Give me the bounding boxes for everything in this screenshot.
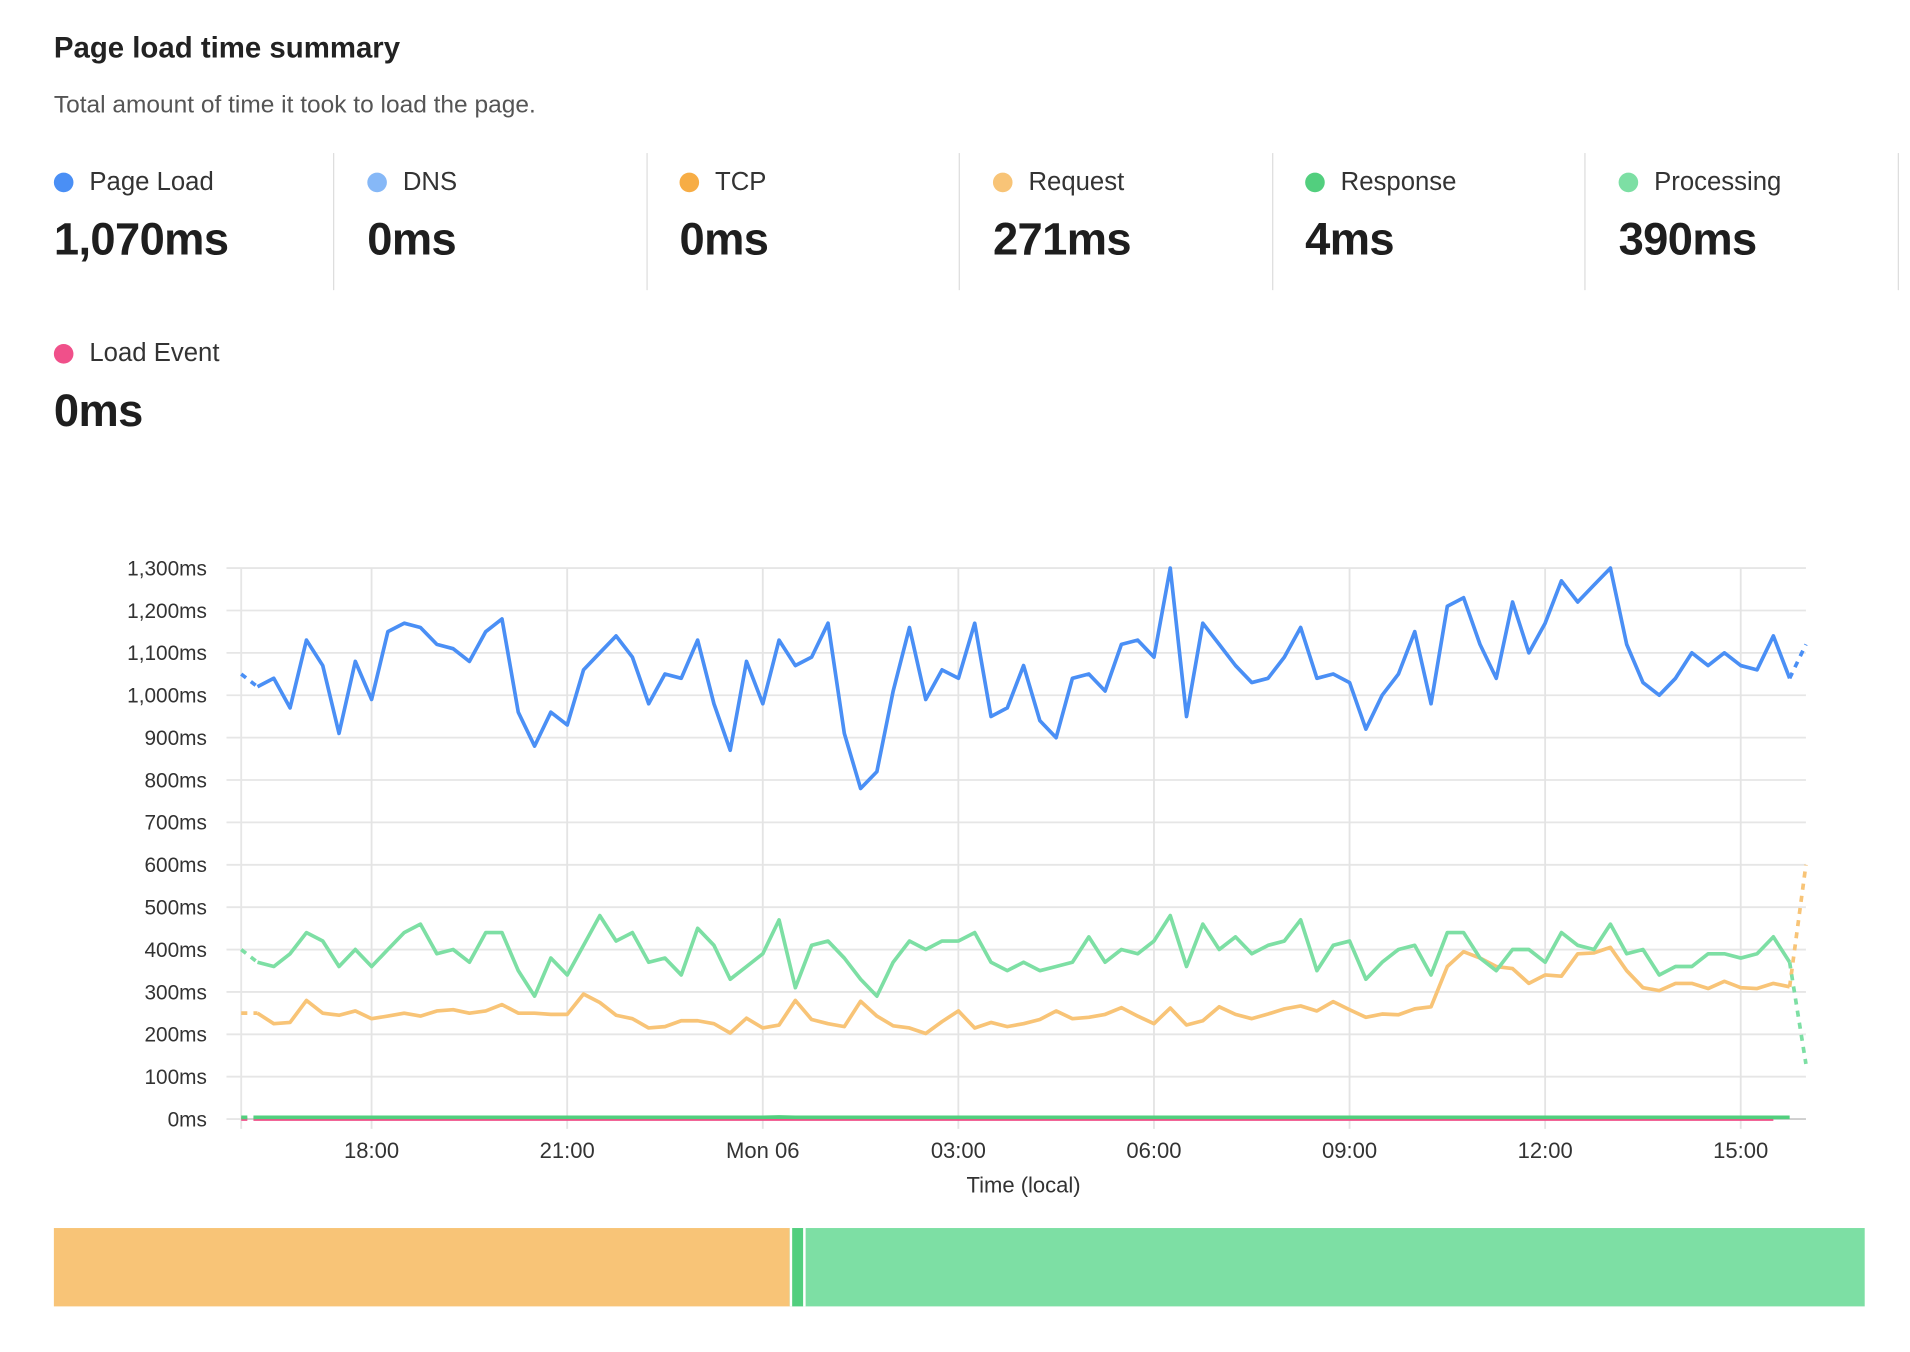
metric-label-text: Response — [1340, 167, 1457, 196]
metric-card-tcp: TCP 0ms — [679, 153, 960, 291]
metric-label-text: Request — [1028, 167, 1125, 196]
x-tick-label: 21:00 — [540, 1138, 595, 1163]
metric-label-text: Processing — [1654, 167, 1782, 196]
y-tick-label: 300ms — [144, 981, 206, 1004]
metric-label-text: DNS — [402, 167, 458, 196]
page-title: Page load time summary — [53, 31, 401, 65]
metric-card-response: Response 4ms — [1305, 153, 1586, 291]
metric-value: 0ms — [679, 214, 769, 265]
y-tick-label: 600ms — [144, 854, 206, 877]
metric-label: Page Load — [53, 167, 214, 197]
legend-dot-icon — [679, 172, 700, 193]
legend-dot-icon — [1305, 172, 1325, 193]
metric-label: TCP — [679, 167, 767, 197]
y-tick-label: 1,300ms — [127, 557, 207, 580]
legend-dot-icon — [992, 172, 1013, 193]
y-tick-label: 100ms — [144, 1066, 206, 1089]
metric-value: 0ms — [53, 385, 143, 436]
x-tick-label: 09:00 — [1322, 1138, 1377, 1163]
x-tick-label: 06:00 — [1126, 1138, 1181, 1163]
series-partial-end-request — [1787, 864, 1808, 988]
x-tick-label: 18:00 — [344, 1138, 399, 1163]
metric-label: Processing — [1618, 167, 1782, 197]
metric-card-processing: Processing 390ms — [1618, 153, 1899, 291]
y-tick-label: 0ms — [168, 1108, 207, 1131]
bar-segment-processing[interactable] — [803, 1228, 1865, 1307]
legend-dot-icon — [367, 172, 387, 193]
metric-value: 0ms — [367, 214, 457, 265]
metric-card-request: Request 271ms — [992, 153, 1274, 291]
metric-card-page-load: Page Load 1,070ms — [53, 153, 335, 291]
series-partial-end-processing — [1787, 961, 1808, 1065]
timing-breakdown-bar — [53, 1228, 1865, 1307]
x-tick-label: 12:00 — [1518, 1138, 1573, 1163]
legend-dot-icon — [53, 172, 74, 193]
y-tick-label: 700ms — [144, 812, 206, 835]
metric-value: 4ms — [1305, 214, 1395, 265]
y-tick-label: 900ms — [144, 727, 206, 750]
metric-label-text: Page Load — [89, 167, 214, 196]
legend-dot-icon — [53, 344, 74, 364]
x-tick-label: Mon 06 — [726, 1138, 799, 1163]
series-line-processing — [257, 913, 1792, 998]
page-subtitle: Total amount of time it took to load the… — [53, 91, 536, 119]
bar-segment-response[interactable] — [789, 1228, 804, 1307]
y-tick-label: 1,000ms — [127, 685, 207, 708]
x-axis-title: Time (local) — [966, 1173, 1080, 1198]
series-line-page-load — [256, 566, 1792, 791]
series-partial-end-page-load — [1787, 643, 1808, 680]
page-load-line-chart: 0ms 100ms 200ms 300ms 400ms 500ms 600ms 700ms 80… — [127, 557, 1808, 1198]
y-tick-label: 1,200ms — [127, 600, 207, 623]
y-tick-label: 500ms — [144, 897, 206, 920]
x-tick-label: 03:00 — [931, 1138, 986, 1163]
metric-label: Load Event — [53, 339, 220, 368]
metric-card-load-event: Load Event 0ms — [53, 324, 333, 461]
metric-value: 390ms — [1618, 214, 1758, 265]
series-partial-start-processing — [240, 948, 259, 964]
y-tick-label: 400ms — [144, 939, 206, 962]
y-tick-label: 200ms — [144, 1024, 206, 1047]
metric-label: Request — [992, 167, 1125, 197]
metric-label: DNS — [367, 168, 457, 197]
series-line-request — [256, 945, 1791, 1036]
metric-label-text: Load Event — [89, 339, 220, 368]
series-partial-start-page-load — [240, 672, 259, 689]
metric-card-dns: DNS 0ms — [367, 153, 648, 291]
y-tick-label: 1,100ms — [127, 642, 207, 665]
metric-value: 1,070ms — [53, 214, 229, 265]
metric-value: 271ms — [992, 214, 1132, 265]
x-tick-label: 15:00 — [1713, 1138, 1768, 1163]
metric-label-text: TCP — [715, 167, 767, 196]
bar-segment-request[interactable] — [53, 1228, 790, 1307]
metric-label: Response — [1305, 168, 1456, 197]
y-tick-label: 800ms — [144, 769, 206, 792]
legend-dot-icon — [1618, 172, 1639, 193]
